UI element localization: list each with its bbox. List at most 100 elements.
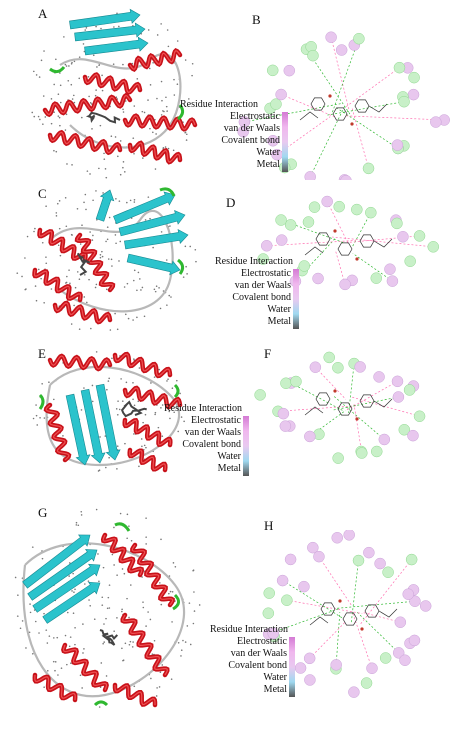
residue-disc xyxy=(427,241,440,253)
ligand-chain xyxy=(309,608,398,626)
interaction-line xyxy=(309,106,345,177)
legend-title: Residue Interaction xyxy=(210,624,289,635)
ligand-chain xyxy=(304,238,393,256)
residue-disc xyxy=(386,275,399,287)
ligand-chain xyxy=(304,398,393,416)
residue-disc xyxy=(379,652,392,664)
residue-disc xyxy=(309,361,322,373)
residue-disc xyxy=(384,263,396,275)
residue-disc xyxy=(323,351,335,364)
interaction-line xyxy=(318,556,352,606)
residue-disc xyxy=(365,206,377,219)
residue-disc xyxy=(307,541,319,554)
panel-label-f: F xyxy=(264,346,272,361)
residue-disc xyxy=(332,362,344,374)
residue-disc xyxy=(392,391,405,403)
interaction-line xyxy=(351,107,369,169)
residue-disc xyxy=(362,162,375,175)
residue-disc xyxy=(419,600,432,612)
legend-panel-b: Residue Interaction Electrostatic van de… xyxy=(180,99,288,172)
residue-disc xyxy=(330,659,342,671)
residue-disc xyxy=(393,61,406,74)
residue-disc xyxy=(332,452,344,464)
ligand-ring xyxy=(337,242,353,256)
residue-disc xyxy=(321,195,333,208)
residue-disc xyxy=(399,654,411,666)
interaction-line xyxy=(348,363,355,414)
coil-loop xyxy=(59,52,182,149)
interaction-line xyxy=(350,560,359,624)
ligand-chain xyxy=(299,103,388,121)
legend-title: Residue Interaction xyxy=(215,256,294,267)
residue-disc xyxy=(353,32,365,45)
interaction-line xyxy=(309,622,345,659)
residue-disc xyxy=(276,574,289,587)
panel-label-g: G xyxy=(38,505,48,520)
residue-disc xyxy=(238,116,251,128)
ligand-ring xyxy=(310,97,326,111)
turn-segment xyxy=(172,593,180,611)
interaction-line xyxy=(345,115,445,121)
residue-disc xyxy=(298,260,311,272)
interaction-line xyxy=(336,107,399,149)
ligand-ring xyxy=(342,612,358,626)
panel-label-b: B xyxy=(252,12,261,27)
residue-disc xyxy=(257,253,269,265)
beta-strand xyxy=(84,36,149,56)
residue-disc xyxy=(304,171,316,180)
beta-strand xyxy=(113,191,176,225)
legend-color-bar xyxy=(243,416,249,476)
legend-item-vdw: van der Waals xyxy=(234,280,291,291)
residue-disc xyxy=(354,361,366,373)
interaction-line xyxy=(309,410,346,437)
residue-disc xyxy=(260,240,273,252)
residue-disc xyxy=(266,64,279,77)
turn-segment xyxy=(93,700,109,707)
legend-title: Residue Interaction xyxy=(164,403,243,414)
interaction-line xyxy=(333,395,385,440)
turn-segment xyxy=(49,66,66,74)
interaction-line xyxy=(244,103,341,123)
residue-disc xyxy=(307,49,319,62)
residue-disc xyxy=(298,580,310,593)
turn-segment xyxy=(177,104,185,121)
ligand-atom-o xyxy=(355,257,359,261)
legend-item-electrostatic: Electrostatic xyxy=(230,111,280,122)
interaction-line xyxy=(280,94,337,118)
residue-disc xyxy=(398,95,410,108)
residue-disc xyxy=(391,139,404,151)
residue-disc xyxy=(308,201,321,213)
interaction-line xyxy=(330,37,350,111)
legend-item-water: Water xyxy=(217,451,241,462)
interaction-line xyxy=(268,607,341,635)
legend-item-electrostatic: Electrostatic xyxy=(241,268,291,279)
beta-strand xyxy=(118,209,186,237)
residue-disc xyxy=(275,234,288,246)
ligand-atom-o xyxy=(328,94,332,98)
residue-disc xyxy=(408,71,420,84)
residue-disc xyxy=(382,566,394,579)
protein-structure-c xyxy=(16,187,197,331)
residue-disc xyxy=(270,98,282,110)
residue-disc xyxy=(430,116,442,128)
ligand-atom-o xyxy=(338,599,342,603)
residue-disc xyxy=(403,384,416,396)
interaction-line xyxy=(331,38,360,115)
residue-disc xyxy=(374,557,386,570)
residue-disc xyxy=(363,546,375,559)
legend-item-water: Water xyxy=(256,147,280,158)
legend-item-electrostatic: Electrostatic xyxy=(237,636,287,647)
ligand-ring xyxy=(320,602,336,616)
residue-disc xyxy=(413,410,426,423)
residue-disc xyxy=(409,595,421,607)
legend-item-water: Water xyxy=(267,304,291,315)
residue-disc xyxy=(371,445,383,458)
ligand-ring xyxy=(337,402,353,416)
ligand-ring xyxy=(364,604,380,618)
residue-disc xyxy=(408,634,421,647)
legend-item-metal: Metal xyxy=(263,684,287,695)
beta-strand xyxy=(27,549,98,601)
interaction-line xyxy=(351,396,420,417)
protein-structure-g xyxy=(14,508,201,708)
interaction-line xyxy=(345,67,400,108)
